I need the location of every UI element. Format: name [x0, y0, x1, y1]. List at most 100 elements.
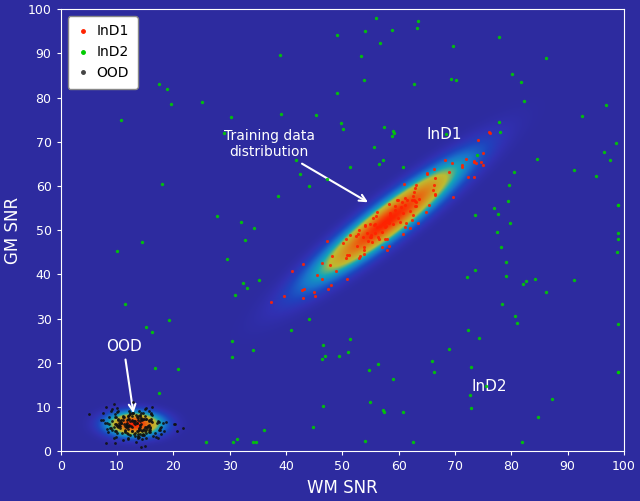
Point — [138, 431, 148, 439]
Point — [136, 409, 147, 417]
Point — [120, 427, 130, 435]
Point — [143, 428, 154, 436]
Point — [132, 419, 143, 427]
Point — [382, 246, 392, 254]
Point — [317, 355, 327, 363]
Point — [341, 234, 351, 242]
Point — [116, 418, 127, 426]
Point — [144, 426, 154, 434]
Point — [115, 416, 125, 424]
Point — [362, 229, 372, 237]
Point — [154, 426, 164, 434]
Point — [137, 427, 147, 435]
Point — [201, 438, 211, 446]
Point — [106, 424, 116, 432]
Point — [398, 230, 408, 238]
Point — [378, 220, 388, 228]
Point — [112, 429, 122, 437]
Point — [396, 218, 406, 226]
Point — [478, 149, 488, 157]
Point — [132, 413, 142, 421]
Point — [521, 277, 531, 285]
Point — [147, 328, 157, 336]
Point — [369, 143, 380, 151]
Point — [297, 286, 307, 294]
Point — [145, 426, 155, 434]
Point — [154, 81, 164, 89]
Point — [129, 429, 140, 437]
Point — [366, 230, 376, 238]
Point — [338, 239, 348, 247]
Point — [466, 363, 476, 371]
Point — [134, 421, 145, 429]
Point — [156, 429, 166, 437]
Point — [601, 101, 611, 109]
Point — [484, 129, 495, 137]
Point — [135, 429, 145, 437]
Point — [219, 129, 229, 137]
Point — [97, 409, 108, 417]
Point — [222, 255, 232, 263]
Point — [143, 417, 154, 425]
Point — [116, 416, 127, 424]
Point — [345, 230, 355, 238]
Point — [116, 419, 126, 427]
Point — [170, 420, 180, 428]
Point — [516, 78, 526, 86]
Y-axis label: GM SNR: GM SNR — [4, 197, 22, 264]
Point — [133, 416, 143, 424]
Point — [109, 422, 119, 430]
Point — [139, 425, 149, 433]
Point — [371, 14, 381, 22]
Point — [137, 431, 147, 439]
Point — [117, 429, 127, 437]
Point — [342, 275, 352, 283]
Point — [275, 51, 285, 59]
Point — [118, 435, 128, 443]
Point — [124, 415, 134, 423]
Point — [166, 100, 176, 108]
Point — [310, 111, 321, 119]
Point — [541, 288, 552, 296]
Point — [410, 197, 420, 205]
Point — [134, 426, 144, 434]
Point — [378, 406, 388, 414]
Point — [400, 200, 410, 208]
Point — [116, 116, 127, 124]
Point — [138, 409, 148, 417]
Point — [422, 169, 432, 177]
Point — [429, 191, 440, 199]
Point — [159, 427, 169, 435]
Point — [153, 434, 163, 442]
Point — [461, 155, 471, 163]
Point — [240, 236, 250, 244]
Point — [259, 426, 269, 434]
Point — [109, 427, 120, 435]
Point — [613, 368, 623, 376]
Point — [476, 158, 486, 166]
Point — [388, 129, 399, 137]
Point — [140, 427, 150, 435]
Point — [381, 235, 392, 243]
Point — [150, 432, 161, 440]
Point — [104, 420, 114, 428]
Point — [135, 412, 145, 420]
Point — [367, 237, 377, 245]
Point — [122, 423, 132, 431]
Point — [227, 337, 237, 345]
Point — [323, 285, 333, 293]
Point — [141, 404, 151, 412]
Point — [122, 429, 132, 437]
Point — [249, 223, 259, 231]
Point — [444, 168, 454, 176]
Point — [132, 432, 143, 440]
Point — [140, 323, 150, 331]
Point — [125, 417, 135, 425]
Point — [124, 434, 134, 442]
Point — [412, 24, 422, 32]
Point — [360, 27, 370, 35]
Point — [380, 222, 390, 230]
Point — [111, 433, 121, 441]
Point — [591, 172, 601, 180]
Point — [125, 422, 136, 430]
